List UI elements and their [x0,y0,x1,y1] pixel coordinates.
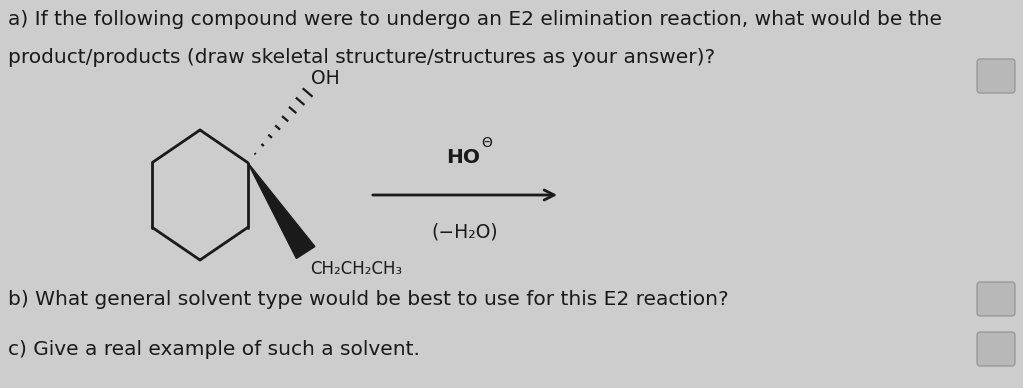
Text: b) What general solvent type would be best to use for this E2 reaction?: b) What general solvent type would be be… [8,290,728,309]
FancyBboxPatch shape [977,59,1015,93]
Polygon shape [248,163,315,258]
FancyBboxPatch shape [977,332,1015,366]
Text: CH₂CH₂CH₃: CH₂CH₂CH₃ [310,260,402,279]
Text: product/products (draw skeletal structure/structures as your answer)?: product/products (draw skeletal structur… [8,48,715,67]
Text: Θ: Θ [481,136,492,150]
Text: OH: OH [311,69,340,88]
FancyBboxPatch shape [977,282,1015,316]
Text: a) If the following compound were to undergo an E2 elimination reaction, what wo: a) If the following compound were to und… [8,10,942,29]
Text: c) Give a real example of such a solvent.: c) Give a real example of such a solvent… [8,340,419,359]
Text: (−H₂O): (−H₂O) [432,223,498,242]
Text: HO: HO [446,148,480,167]
